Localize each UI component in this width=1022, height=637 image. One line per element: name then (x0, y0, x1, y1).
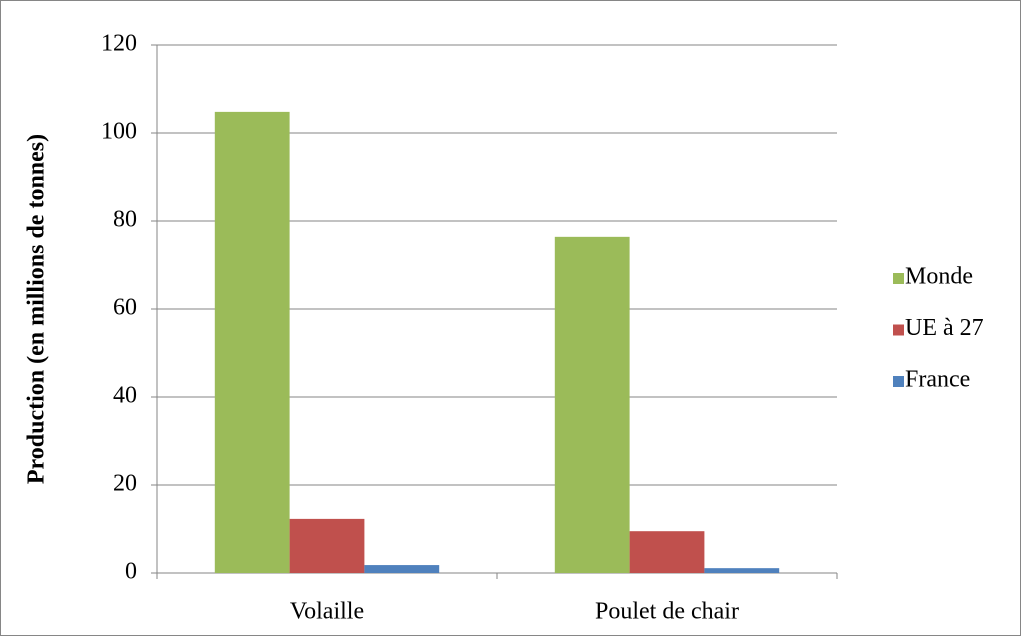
bar (364, 565, 440, 573)
legend-swatch (893, 273, 904, 284)
legend-swatch (893, 376, 904, 387)
legend-label: Monde (905, 264, 973, 290)
y-tick-label: 80 (113, 207, 137, 233)
bar (214, 111, 290, 573)
legend-swatch (893, 324, 904, 336)
y-tick-label: 120 (101, 31, 137, 57)
bar (704, 568, 780, 573)
y-tick-label: 60 (113, 295, 137, 321)
y-tick-label: 100 (101, 119, 137, 145)
bar (554, 236, 630, 573)
bar (289, 518, 365, 573)
y-tick-label: 0 (125, 559, 137, 585)
legend-label: UE à 27 (905, 315, 984, 341)
x-tick-label: Poulet de chair (595, 599, 739, 625)
legend-label: France (905, 367, 970, 393)
y-axis-label: Production (en millions de tonnes) (24, 134, 50, 484)
x-tick-label: Volaille (290, 599, 364, 625)
y-tick-label: 40 (113, 383, 137, 409)
y-tick-label: 20 (113, 471, 137, 497)
bar (629, 531, 705, 573)
